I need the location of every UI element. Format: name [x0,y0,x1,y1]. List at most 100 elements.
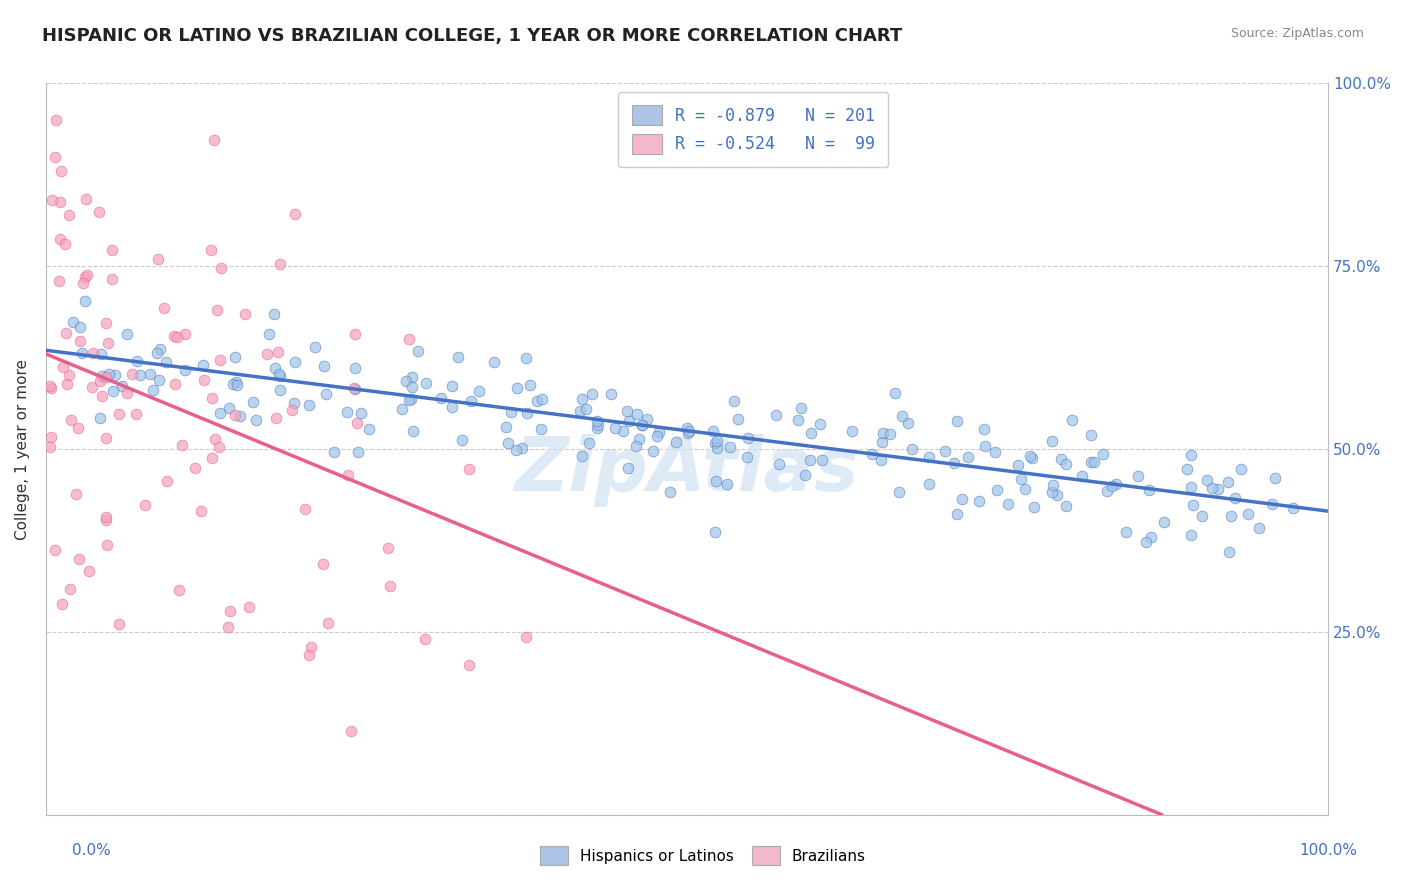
Point [603,421,626,435]
Point [96,369,118,384]
Point [450,433,472,447]
Point [350,405,373,419]
Point [173,327,195,342]
Point [1021,450,1043,465]
Point [245,412,267,426]
Point [401,370,423,384]
Point [1080,455,1102,469]
Point [1105,477,1128,491]
Point [76,268,98,283]
Point [82,345,104,359]
Point [1007,458,1029,472]
Point [311,558,333,572]
Point [257,327,280,342]
Text: HISPANIC OR LATINO VS BRAZILIAN COLLEGE, 1 YEAR OR MORE CORRELATION CHART: HISPANIC OR LATINO VS BRAZILIAN COLLEGE,… [42,27,903,45]
Point [505,442,527,457]
Point [44,543,66,558]
Point [568,404,591,418]
Point [149,342,172,356]
Point [1135,535,1157,549]
Point [395,375,418,389]
Point [224,350,246,364]
Point [727,411,749,425]
Point [808,417,831,431]
Point [1197,473,1219,487]
Point [735,450,758,465]
Point [612,424,634,438]
Point [1249,520,1271,534]
Point [172,438,194,452]
Point [72,277,94,291]
Point [269,369,291,384]
Point [648,425,671,440]
Point [297,648,319,662]
Point [163,329,186,343]
Point [264,410,287,425]
Point [391,401,413,416]
Point [1230,461,1253,475]
Point [281,403,304,417]
Point [357,422,380,436]
Point [678,424,700,438]
Point [1223,491,1246,505]
Point [39,379,62,393]
Point [891,409,914,424]
Point [495,419,517,434]
Point [52,360,75,375]
Point [94,317,117,331]
Point [238,600,260,615]
Point [571,449,593,463]
Point [283,396,305,410]
Point [617,460,640,475]
Point [48,274,70,288]
Point [193,358,215,372]
Point [163,376,186,391]
Point [1010,472,1032,486]
Point [1042,478,1064,492]
Point [59,582,82,596]
Point [294,502,316,516]
Point [41,194,63,208]
Point [934,444,956,458]
Point [91,389,114,403]
Point [108,617,131,632]
Y-axis label: College, 1 year or more: College, 1 year or more [15,359,30,540]
Point [1080,428,1102,442]
Point [75,192,97,206]
Point [89,374,111,388]
Point [676,421,699,435]
Point [457,461,479,475]
Point [468,384,491,398]
Point [60,412,83,426]
Point [706,441,728,455]
Point [263,307,285,321]
Point [346,416,368,430]
Point [946,414,969,428]
Point [115,326,138,341]
Point [790,401,813,415]
Point [1139,530,1161,544]
Point [658,484,681,499]
Text: Source: ZipAtlas.com: Source: ZipAtlas.com [1230,27,1364,40]
Point [242,395,264,409]
Point [146,346,169,360]
Point [69,320,91,334]
Point [107,407,129,421]
Point [38,440,60,454]
Point [984,444,1007,458]
Point [398,332,420,346]
Point [973,439,995,453]
Point [1091,447,1114,461]
Point [950,491,973,506]
Point [1126,469,1149,483]
Point [1201,482,1223,496]
Point [67,420,90,434]
Point [997,497,1019,511]
Point [125,353,148,368]
Point [344,361,367,376]
Point [1083,455,1105,469]
Point [1054,500,1077,514]
Point [48,194,70,209]
Point [226,378,249,392]
Point [484,355,506,369]
